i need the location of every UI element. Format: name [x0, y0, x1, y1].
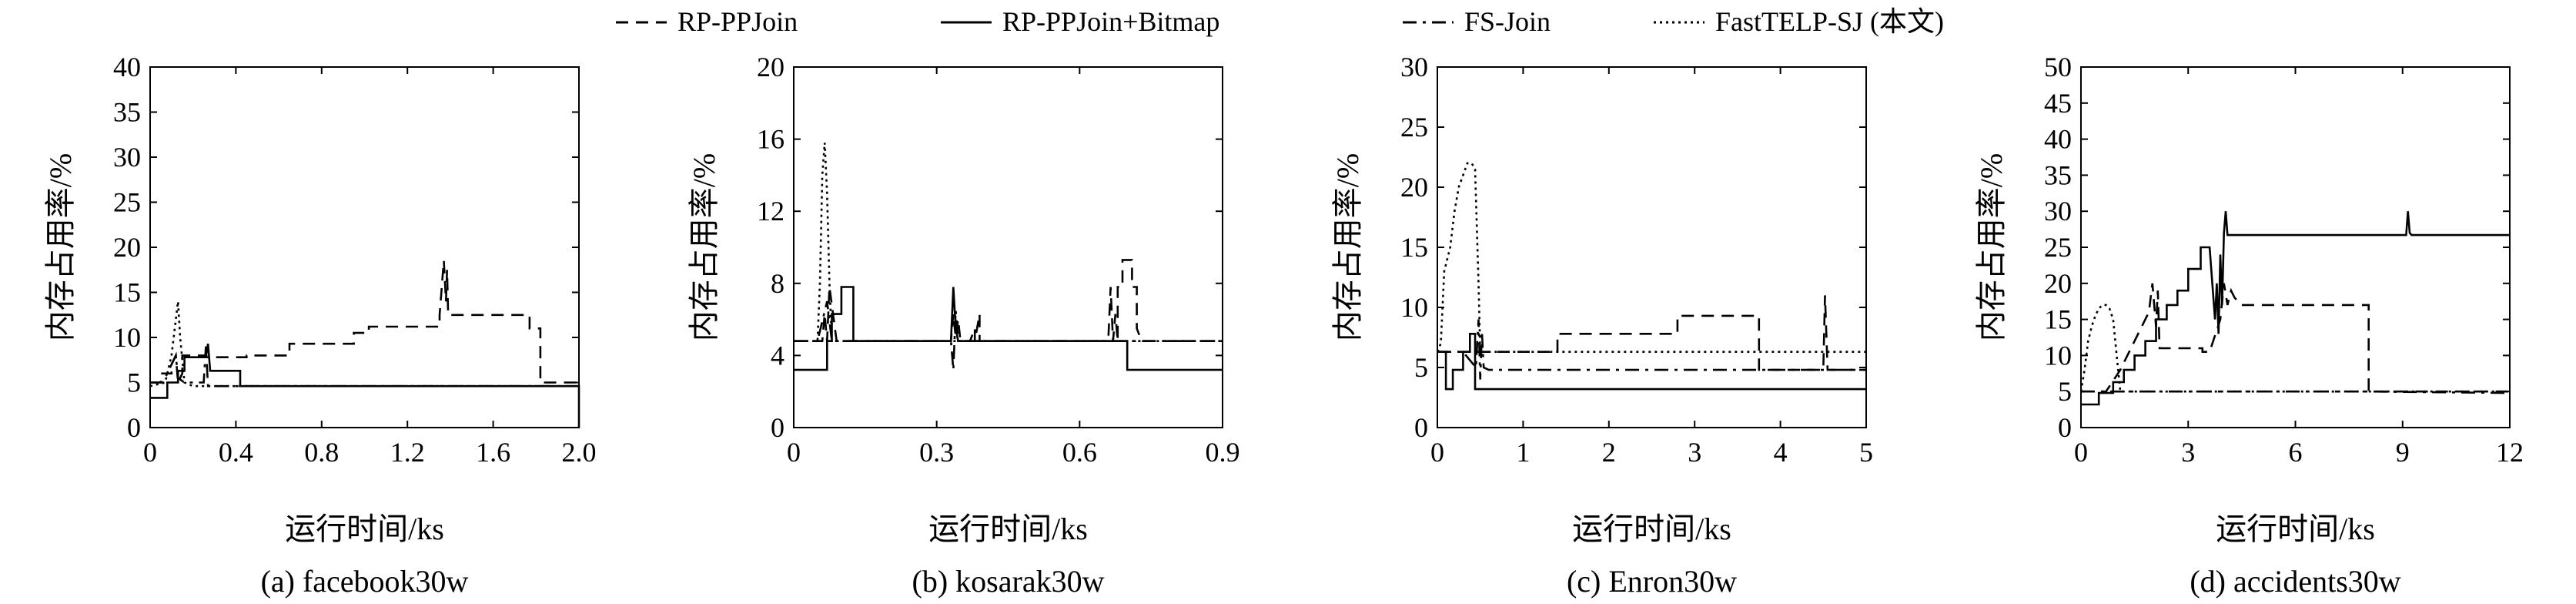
y-axis-label: 内存占用率/% — [1974, 153, 2009, 341]
y-axis-label: 内存占用率/% — [43, 153, 78, 341]
legend-label-fasttelp-sj: FastTELP-SJ (本文) — [1715, 6, 1944, 37]
series-line-rp-ppjoin — [2081, 283, 2510, 393]
x-axis-label: 运行时间/ks — [2216, 512, 2375, 546]
x-axis-label: 运行时间/ks — [928, 512, 1088, 546]
y-tick-label: 10 — [2044, 340, 2072, 371]
x-tick-label: 4 — [1774, 437, 1788, 468]
plot-frame — [1437, 66, 1867, 428]
plot-frame — [2080, 66, 2511, 428]
series-line-rp-ppjoin — [794, 259, 1223, 342]
y-tick-label: 15 — [1400, 232, 1428, 263]
x-axis-label: 运行时间/ks — [1572, 512, 1731, 546]
y-tick-label: 0 — [1414, 412, 1428, 443]
y-tick-label: 5 — [127, 367, 141, 398]
x-tick-label: 1.2 — [390, 437, 425, 468]
y-tick-label: 15 — [113, 277, 141, 308]
plot-frame — [149, 66, 580, 428]
y-tick-label: 16 — [757, 124, 785, 155]
plot-frame — [793, 66, 1223, 428]
y-tick-label: 35 — [2044, 159, 2072, 190]
y-tick-label: 40 — [2044, 124, 2072, 155]
x-tick-label: 9 — [2396, 437, 2410, 468]
legend: RP-PPJoin RP-PPJoin+Bitmap FS-Join FastTELP… — [616, 6, 1944, 37]
panel-caption: (a) facebook30w — [261, 564, 469, 599]
series-line-rp-ppjoin-bitmap — [1437, 333, 1866, 391]
chart-facebook30w: 0 5 10 15 20 25 30 35 40 0 0.4 0.8 1.2 1.6 2.0 内存占用率/% 运… — [43, 52, 597, 599]
series-line-rp-ppjoin — [1437, 295, 1866, 371]
y-tick-label: 0 — [2058, 412, 2072, 443]
y-tick-label: 20 — [2044, 268, 2072, 299]
x-tick-label: 0.6 — [1062, 437, 1097, 468]
y-tick-label: 30 — [2044, 196, 2072, 226]
x-tick-label: 1 — [1516, 437, 1530, 468]
x-tick-label: 0.4 — [219, 437, 253, 468]
y-tick-label: 30 — [1400, 52, 1428, 82]
panel-caption: (b) kosarak30w — [912, 564, 1105, 599]
x-tick-label: 0 — [2074, 437, 2088, 468]
x-tick-label: 0 — [787, 437, 801, 468]
legend-item-fs-join: FS-Join — [1403, 6, 1551, 37]
chart-enron30w: 0 5 10 15 20 25 30 0 1 2 3 4 5 内存占用率/% 运行时间/ks (c) Enro… — [1330, 52, 1873, 599]
series-line-fs-join — [1437, 319, 1866, 380]
y-tick-label: 25 — [2044, 232, 2072, 263]
panel-caption: (c) Enron30w — [1567, 564, 1737, 599]
y-tick-label: 15 — [2044, 304, 2072, 335]
y-tick-label: 0 — [127, 412, 141, 443]
x-tick-label: 12 — [2496, 437, 2524, 468]
x-axis-label: 运行时间/ks — [285, 512, 444, 546]
x-tick-label: 0.9 — [1206, 437, 1240, 468]
y-tick-label: 4 — [771, 340, 785, 371]
chart-kosarak30w: 0 4 8 12 16 20 0 0.3 0.6 0.9 内存占用率/% 运行时间/ks (b) kos… — [687, 52, 1240, 599]
legend-label-rp-ppjoin-bitmap: RP-PPJoin+Bitmap — [1002, 6, 1219, 37]
series-line-fs-join — [794, 300, 1223, 371]
y-tick-label: 50 — [2044, 52, 2072, 82]
panel-caption: (d) accidents30w — [2190, 564, 2400, 599]
y-tick-label: 0 — [771, 412, 785, 443]
y-tick-label: 25 — [113, 187, 141, 218]
x-tick-label: 2 — [1602, 437, 1616, 468]
series-line-rp-ppjoin-bitmap — [794, 286, 1223, 371]
legend-item-fasttelp-sj: FastTELP-SJ (本文) — [1654, 6, 1944, 37]
y-tick-label: 20 — [113, 232, 141, 263]
series-line-rp-ppjoin-bitmap — [2081, 211, 2510, 406]
y-tick-label: 10 — [113, 322, 141, 353]
y-tick-label: 8 — [771, 268, 785, 299]
series-line-fasttelp-sj — [794, 143, 1223, 342]
legend-label-fs-join: FS-Join — [1464, 6, 1551, 37]
y-tick-label: 30 — [113, 142, 141, 173]
x-tick-label: 0 — [143, 437, 157, 468]
legend-label-rp-ppjoin: RP-PPJoin — [677, 6, 798, 37]
x-tick-label: 3 — [2181, 437, 2195, 468]
series-line-fasttelp-sj — [2081, 304, 2510, 393]
legend-item-rp-ppjoin: RP-PPJoin — [616, 6, 798, 37]
series-line-rp-ppjoin-bitmap — [150, 343, 580, 428]
x-tick-label: 0.8 — [304, 437, 339, 468]
y-tick-label: 10 — [1400, 292, 1428, 323]
y-tick-label: 20 — [1400, 172, 1428, 203]
y-tick-label: 40 — [113, 52, 141, 82]
y-tick-label: 5 — [1414, 352, 1428, 383]
x-tick-label: 6 — [2289, 437, 2303, 468]
y-tick-label: 25 — [1400, 112, 1428, 143]
x-tick-label: 0 — [1430, 437, 1444, 468]
x-tick-label: 5 — [1859, 437, 1873, 468]
y-axis-label: 内存占用率/% — [687, 153, 721, 341]
y-tick-label: 12 — [757, 196, 785, 226]
x-tick-label: 3 — [1688, 437, 1701, 468]
x-tick-label: 2.0 — [562, 437, 597, 468]
x-tick-label: 1.6 — [476, 437, 510, 468]
x-tick-label: 0.3 — [919, 437, 954, 468]
series-line-fasttelp-sj — [150, 301, 579, 388]
series-line-fasttelp-sj — [1437, 162, 1866, 353]
y-tick-label: 45 — [2044, 88, 2072, 119]
series-line-rp-ppjoin — [150, 260, 579, 387]
y-tick-label: 35 — [113, 97, 141, 128]
series-line-fs-join — [150, 346, 579, 388]
y-axis-label: 内存占用率/% — [1330, 153, 1365, 341]
legend-item-rp-ppjoin-bitmap: RP-PPJoin+Bitmap — [941, 6, 1219, 37]
y-tick-label: 5 — [2058, 376, 2072, 407]
y-tick-label: 20 — [757, 52, 785, 82]
